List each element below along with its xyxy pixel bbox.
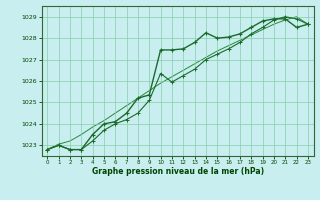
X-axis label: Graphe pression niveau de la mer (hPa): Graphe pression niveau de la mer (hPa) bbox=[92, 167, 264, 176]
